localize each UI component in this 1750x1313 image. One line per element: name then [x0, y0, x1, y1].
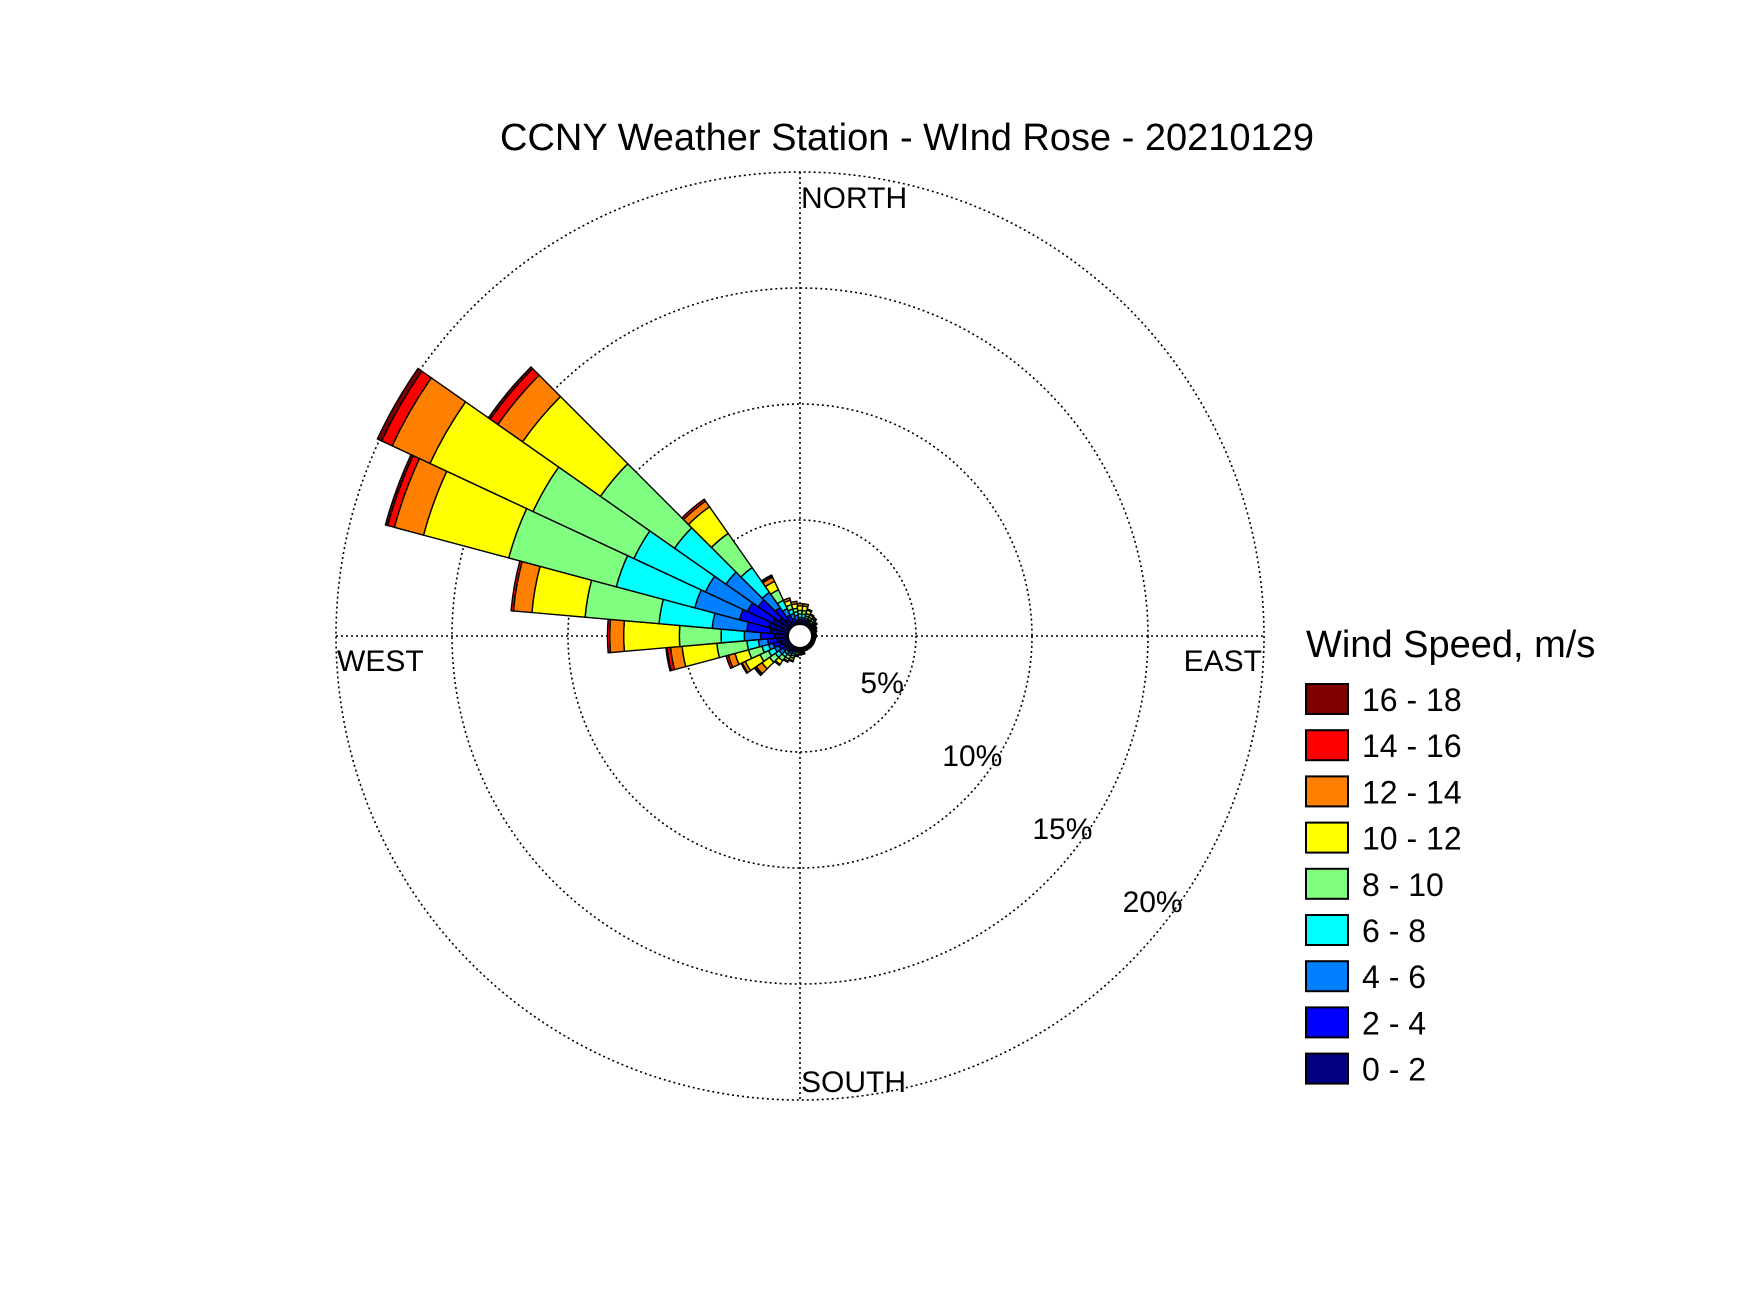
wedge-300-bin-9	[376, 367, 423, 442]
wedge-270-bin-7	[609, 618, 626, 654]
legend-label: 0 - 2	[1362, 1052, 1426, 1088]
wedge-350-bin-7	[790, 600, 798, 606]
legend-item: 0 - 2	[1305, 1052, 1426, 1088]
radial-tick-labels: 5% 10% 15% 20%	[860, 667, 1182, 919]
legend-swatch	[1305, 960, 1349, 993]
calm-center-circle	[787, 623, 813, 649]
legend-items: 16 - 18 14 - 16 12 - 14 10 - 12 8 - 10 6 - 8 4…	[1305, 682, 1462, 1088]
legend-swatch	[1305, 729, 1349, 762]
wedge-20-bin-7	[806, 608, 813, 613]
legend-swatch	[1305, 821, 1349, 854]
legend-item: 4 - 6	[1305, 959, 1426, 995]
wind-sector-300	[376, 367, 792, 633]
wedge-310-bin-9	[487, 365, 534, 421]
wind-sector-230	[753, 641, 793, 677]
direction-label-east: EAST	[1184, 645, 1262, 678]
wedge-10-bin-7	[801, 602, 810, 608]
wedge-340-bin-7	[782, 597, 792, 604]
wind-sector-310	[487, 365, 793, 631]
legend-item: 6 - 8	[1305, 913, 1426, 949]
chart-title: CCNY Weather Station - WInd Rose - 20210…	[500, 117, 1314, 159]
wedge-240-bin-8	[740, 662, 749, 675]
legend-label: 4 - 6	[1362, 959, 1426, 995]
legend-label: 2 - 4	[1362, 1005, 1426, 1041]
legend-swatch	[1305, 1052, 1349, 1085]
wind-sector-240	[740, 639, 792, 675]
wedge-330-bin-9	[760, 574, 773, 583]
wedge-320-bin-8	[680, 498, 707, 521]
legend-label: 10 - 12	[1362, 821, 1462, 857]
legend-item: 2 - 4	[1305, 1005, 1426, 1041]
wind-sector-290	[384, 453, 791, 634]
legend-swatch	[1305, 914, 1349, 946]
legend-swatch	[1305, 1006, 1349, 1039]
direction-label-south: SOUTH	[801, 1066, 906, 1099]
wind-sector-270	[606, 618, 790, 654]
direction-label-west: WEST	[337, 645, 424, 678]
radial-tick-label-10: 10%	[942, 740, 1002, 773]
legend-swatch	[1305, 683, 1349, 715]
wedge-270-bin-8	[606, 618, 612, 654]
legend-label: 6 - 8	[1362, 913, 1426, 949]
legend-swatch	[1305, 867, 1349, 900]
legend-item: 12 - 14	[1305, 774, 1462, 810]
wedge-50-bin-7	[812, 620, 819, 626]
legend-label: 16 - 18	[1362, 682, 1462, 718]
wedge-40-bin-7	[811, 616, 818, 622]
radial-tick-label-20: 20%	[1123, 886, 1183, 919]
wind-rose-wedges	[376, 365, 819, 677]
legend-item: 14 - 16	[1305, 728, 1462, 764]
legend-item: 16 - 18	[1305, 682, 1462, 718]
legend-label: 12 - 14	[1362, 774, 1462, 810]
legend: Wind Speed, m/s 16 - 18 14 - 16 12 - 14 10 …	[1305, 624, 1595, 1088]
direction-label-north: NORTH	[801, 182, 907, 215]
legend-swatch	[1305, 775, 1349, 808]
wind-sector-330	[760, 574, 797, 628]
radial-tick-label-15: 15%	[1032, 813, 1092, 846]
legend-item: 8 - 10	[1305, 867, 1444, 903]
legend-title: Wind Speed, m/s	[1306, 624, 1595, 666]
radial-tick-label-5: 5%	[860, 667, 903, 700]
legend-item: 10 - 12	[1305, 821, 1462, 857]
wedge-260-bin-6	[681, 642, 721, 668]
legend-label: 8 - 10	[1362, 867, 1444, 903]
legend-label: 14 - 16	[1362, 728, 1462, 764]
